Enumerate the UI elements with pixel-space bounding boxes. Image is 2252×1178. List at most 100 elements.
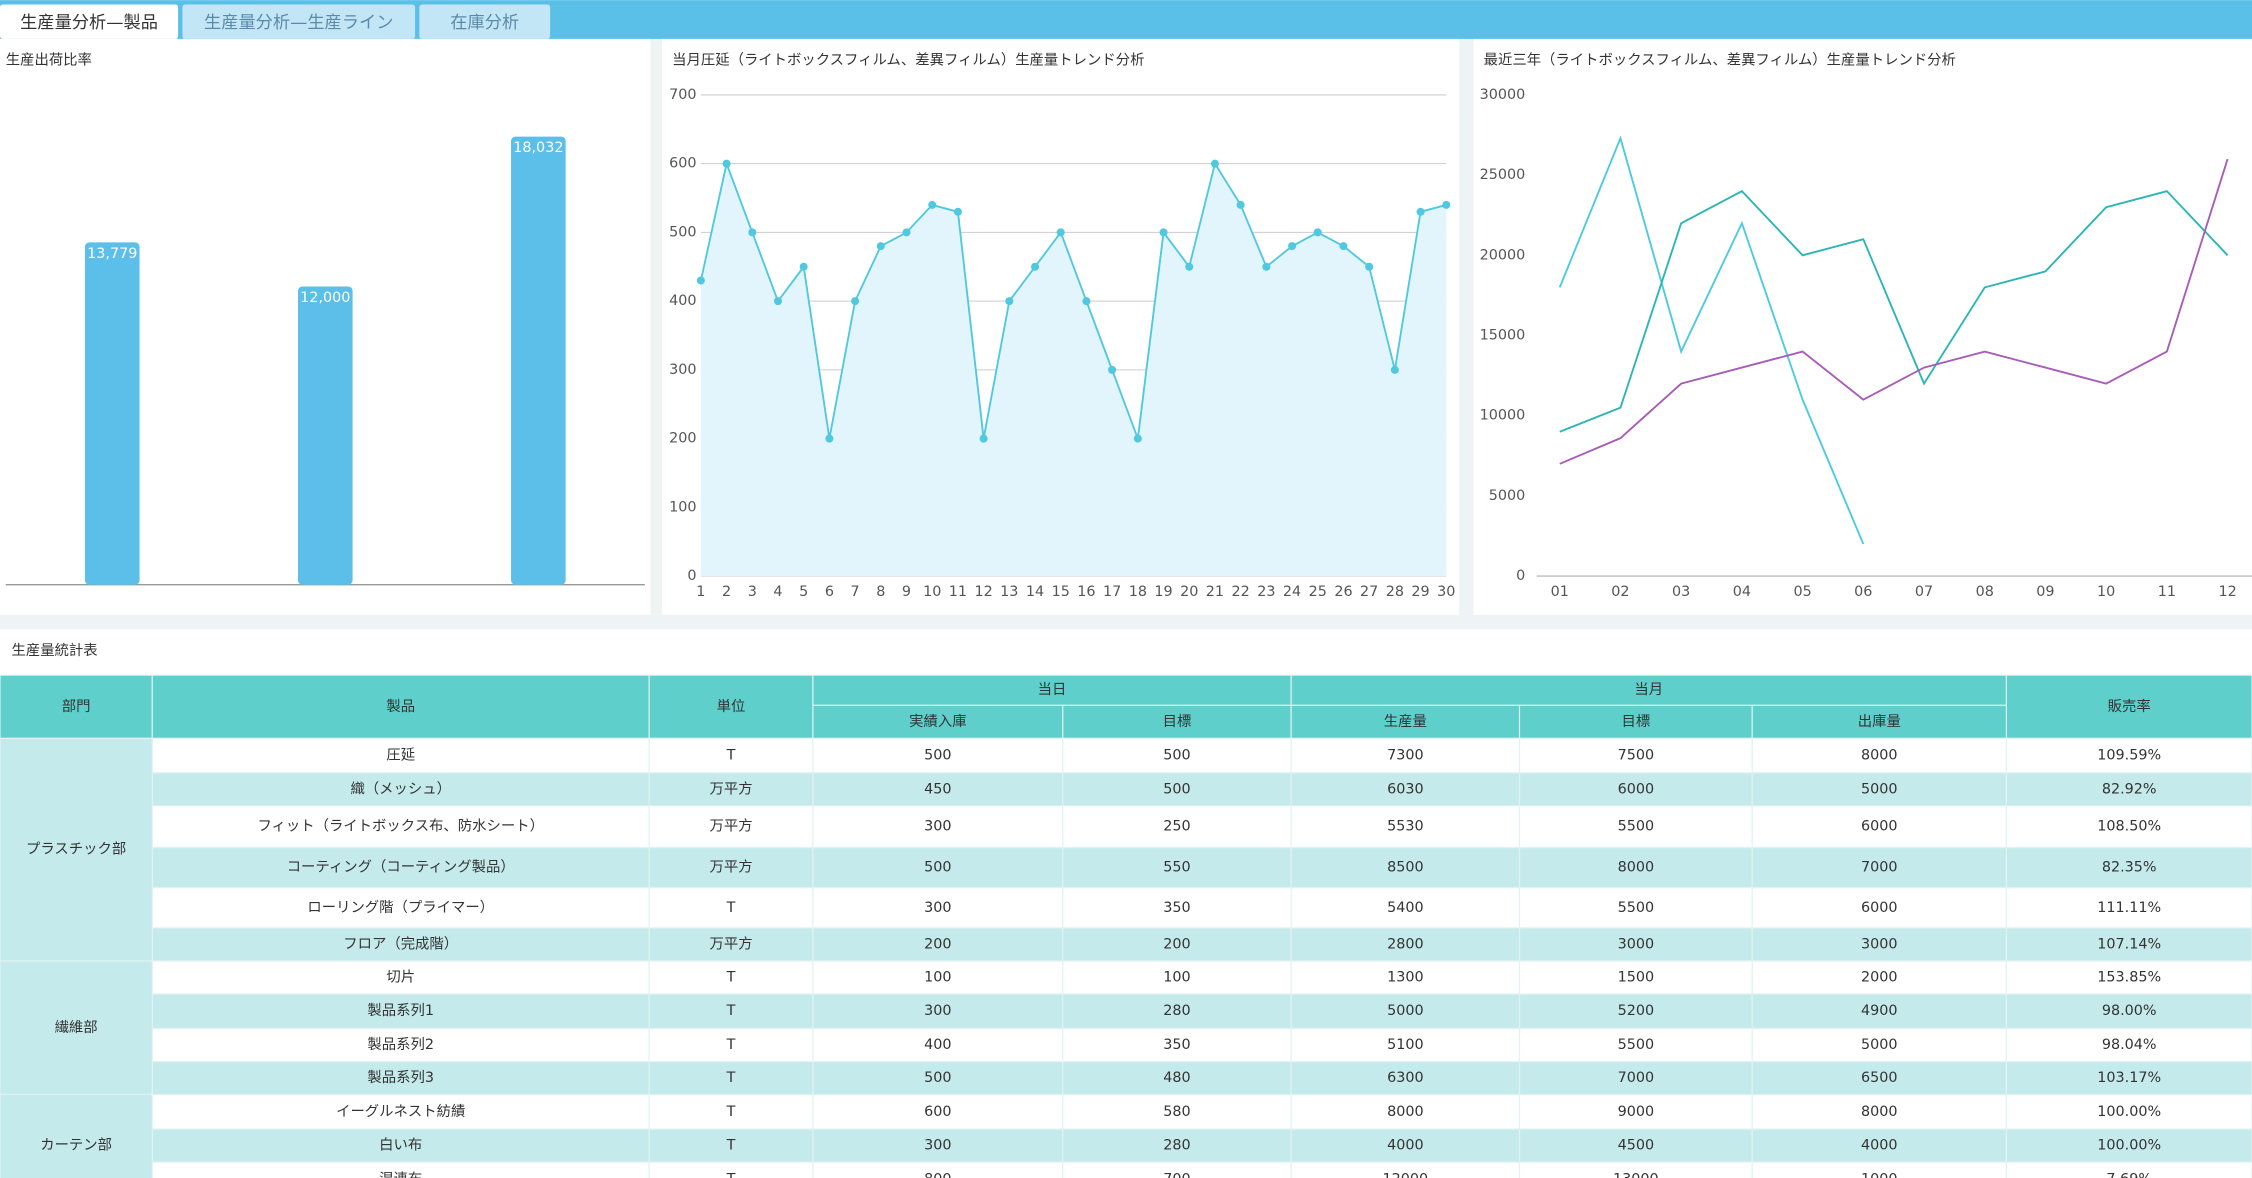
chart-title: 最近三年（ライトボックスフィルム、差異フィルム）生産量トレンド分析 [1484, 51, 1956, 68]
x-tick-label: 23 [1257, 584, 1275, 600]
tab[interactable] [182, 4, 416, 39]
line [699, 160, 1447, 439]
table-cell: 600 [924, 1104, 951, 1120]
table-cell: 500 [924, 748, 951, 764]
header-cell [812, 704, 1064, 739]
y-tick-label: 0 [687, 568, 696, 584]
table-cell-cell [648, 887, 814, 929]
table-cell-cell [151, 1093, 650, 1130]
table-cell: T [726, 1070, 736, 1086]
chart-title: 生産出荷比率 [6, 51, 92, 68]
table-cell-cell [1290, 1027, 1521, 1063]
marker [1416, 207, 1425, 216]
table-cell-cell [151, 1161, 650, 1178]
tab-label[interactable]: 生産量分析—製品 [20, 13, 158, 33]
table-cell-cell [151, 1128, 650, 1163]
table-cell-cell [2005, 1093, 2252, 1130]
table-cell: 280 [1163, 1003, 1190, 1019]
marker [1236, 200, 1245, 209]
marker [1031, 262, 1040, 271]
table-cell: 6000 [1861, 900, 1898, 916]
table-cell-cell [1518, 737, 1753, 774]
header-cell [812, 674, 1292, 706]
department: プラスチック部 [26, 841, 126, 858]
table-cell-cell [1062, 1060, 1292, 1096]
table-cell: T [726, 900, 736, 916]
table-cell-cell [1518, 1093, 1753, 1130]
table-cell-cell [812, 772, 1064, 807]
x-tick-label: 29 [1411, 584, 1429, 600]
table-cell: 5200 [1618, 1003, 1655, 1019]
table-cell: イーグルネスト紡績 [336, 1103, 465, 1120]
x-tick-label: 19 [1154, 584, 1172, 600]
table-cell: 5000 [1387, 1003, 1424, 1019]
table-cell-cell [1751, 1161, 2007, 1178]
header-cell [1751, 704, 2007, 739]
table-cell: 9000 [1618, 1104, 1655, 1120]
x-tick-label: 14 [1026, 584, 1044, 600]
table-cell: 480 [1163, 1070, 1190, 1086]
x-tick-label: 25 [1309, 584, 1327, 600]
table-cell: 湿連布 [379, 1170, 422, 1178]
table-cell-cell [1518, 1060, 1753, 1096]
table-cell-cell [1751, 960, 2007, 995]
table-cell-cell [2005, 993, 2252, 1030]
table-cell: 製品系列3 [367, 1069, 434, 1086]
tab-label[interactable]: 在庫分析 [450, 13, 519, 33]
x-tick-label: 12 [2218, 584, 2236, 600]
header-cell [1062, 704, 1292, 739]
marker [1365, 262, 1374, 271]
table-cell-cell [2005, 1060, 2252, 1096]
table-cell-cell [1062, 1161, 1292, 1178]
tab[interactable] [0, 4, 179, 39]
marker [928, 200, 937, 209]
table-cell-cell [1062, 1093, 1292, 1130]
table-cell-cell [1290, 1060, 1521, 1096]
table-cell-cell [812, 1161, 1064, 1178]
x-tick-label: 3 [748, 584, 757, 600]
table-cell: T [726, 969, 736, 985]
table-cell: 切片 [386, 968, 415, 985]
table-cell-cell [1518, 927, 1753, 962]
x-tick-label: 03 [1672, 584, 1690, 600]
line [1558, 135, 1865, 545]
area [700, 163, 1447, 577]
table-cell: 82.92% [2102, 781, 2157, 797]
table-cell-cell [1062, 846, 1292, 889]
tab-label[interactable]: 生産量分析—生産ライン [204, 13, 393, 33]
table-cell: 111.11% [2097, 900, 2161, 916]
table-cell-cell [1290, 887, 1521, 929]
table-cell: 5500 [1618, 819, 1655, 835]
table-cell: 200 [1163, 936, 1190, 952]
table-cell: 6000 [1618, 781, 1655, 797]
header: 目標 [1621, 713, 1650, 730]
table-cell: 7300 [1387, 748, 1424, 764]
y-tick-label: 700 [669, 87, 696, 103]
x-tick-label: 11 [2158, 584, 2176, 600]
x-tick-label: 30 [1437, 584, 1455, 600]
marker [876, 242, 885, 251]
table-cell: フロア（完成階） [343, 935, 458, 952]
table-cell: 300 [924, 1003, 951, 1019]
table-cell: 500 [924, 860, 951, 876]
marker [902, 228, 911, 237]
table-cell: 圧延 [386, 747, 415, 764]
table-cell-cell [812, 1027, 1064, 1063]
table-cell-cell [2005, 1161, 2252, 1178]
x-tick-label: 09 [2036, 584, 2054, 600]
table-cell: T [726, 1003, 736, 1019]
table-cell-cell [1062, 1128, 1292, 1163]
table-cell: 109.59% [2097, 748, 2161, 764]
table-cell: 300 [924, 1138, 951, 1154]
tab[interactable] [419, 4, 551, 39]
header: 出庫量 [1858, 713, 1901, 730]
table-cell-cell [1518, 960, 1753, 995]
y-tick-label: 500 [669, 224, 696, 240]
table-cell-cell [648, 1093, 814, 1130]
table-cell-cell [1062, 737, 1292, 774]
panel [1473, 38, 2252, 615]
marker [1313, 228, 1322, 237]
x-tick-label: 27 [1360, 584, 1378, 600]
